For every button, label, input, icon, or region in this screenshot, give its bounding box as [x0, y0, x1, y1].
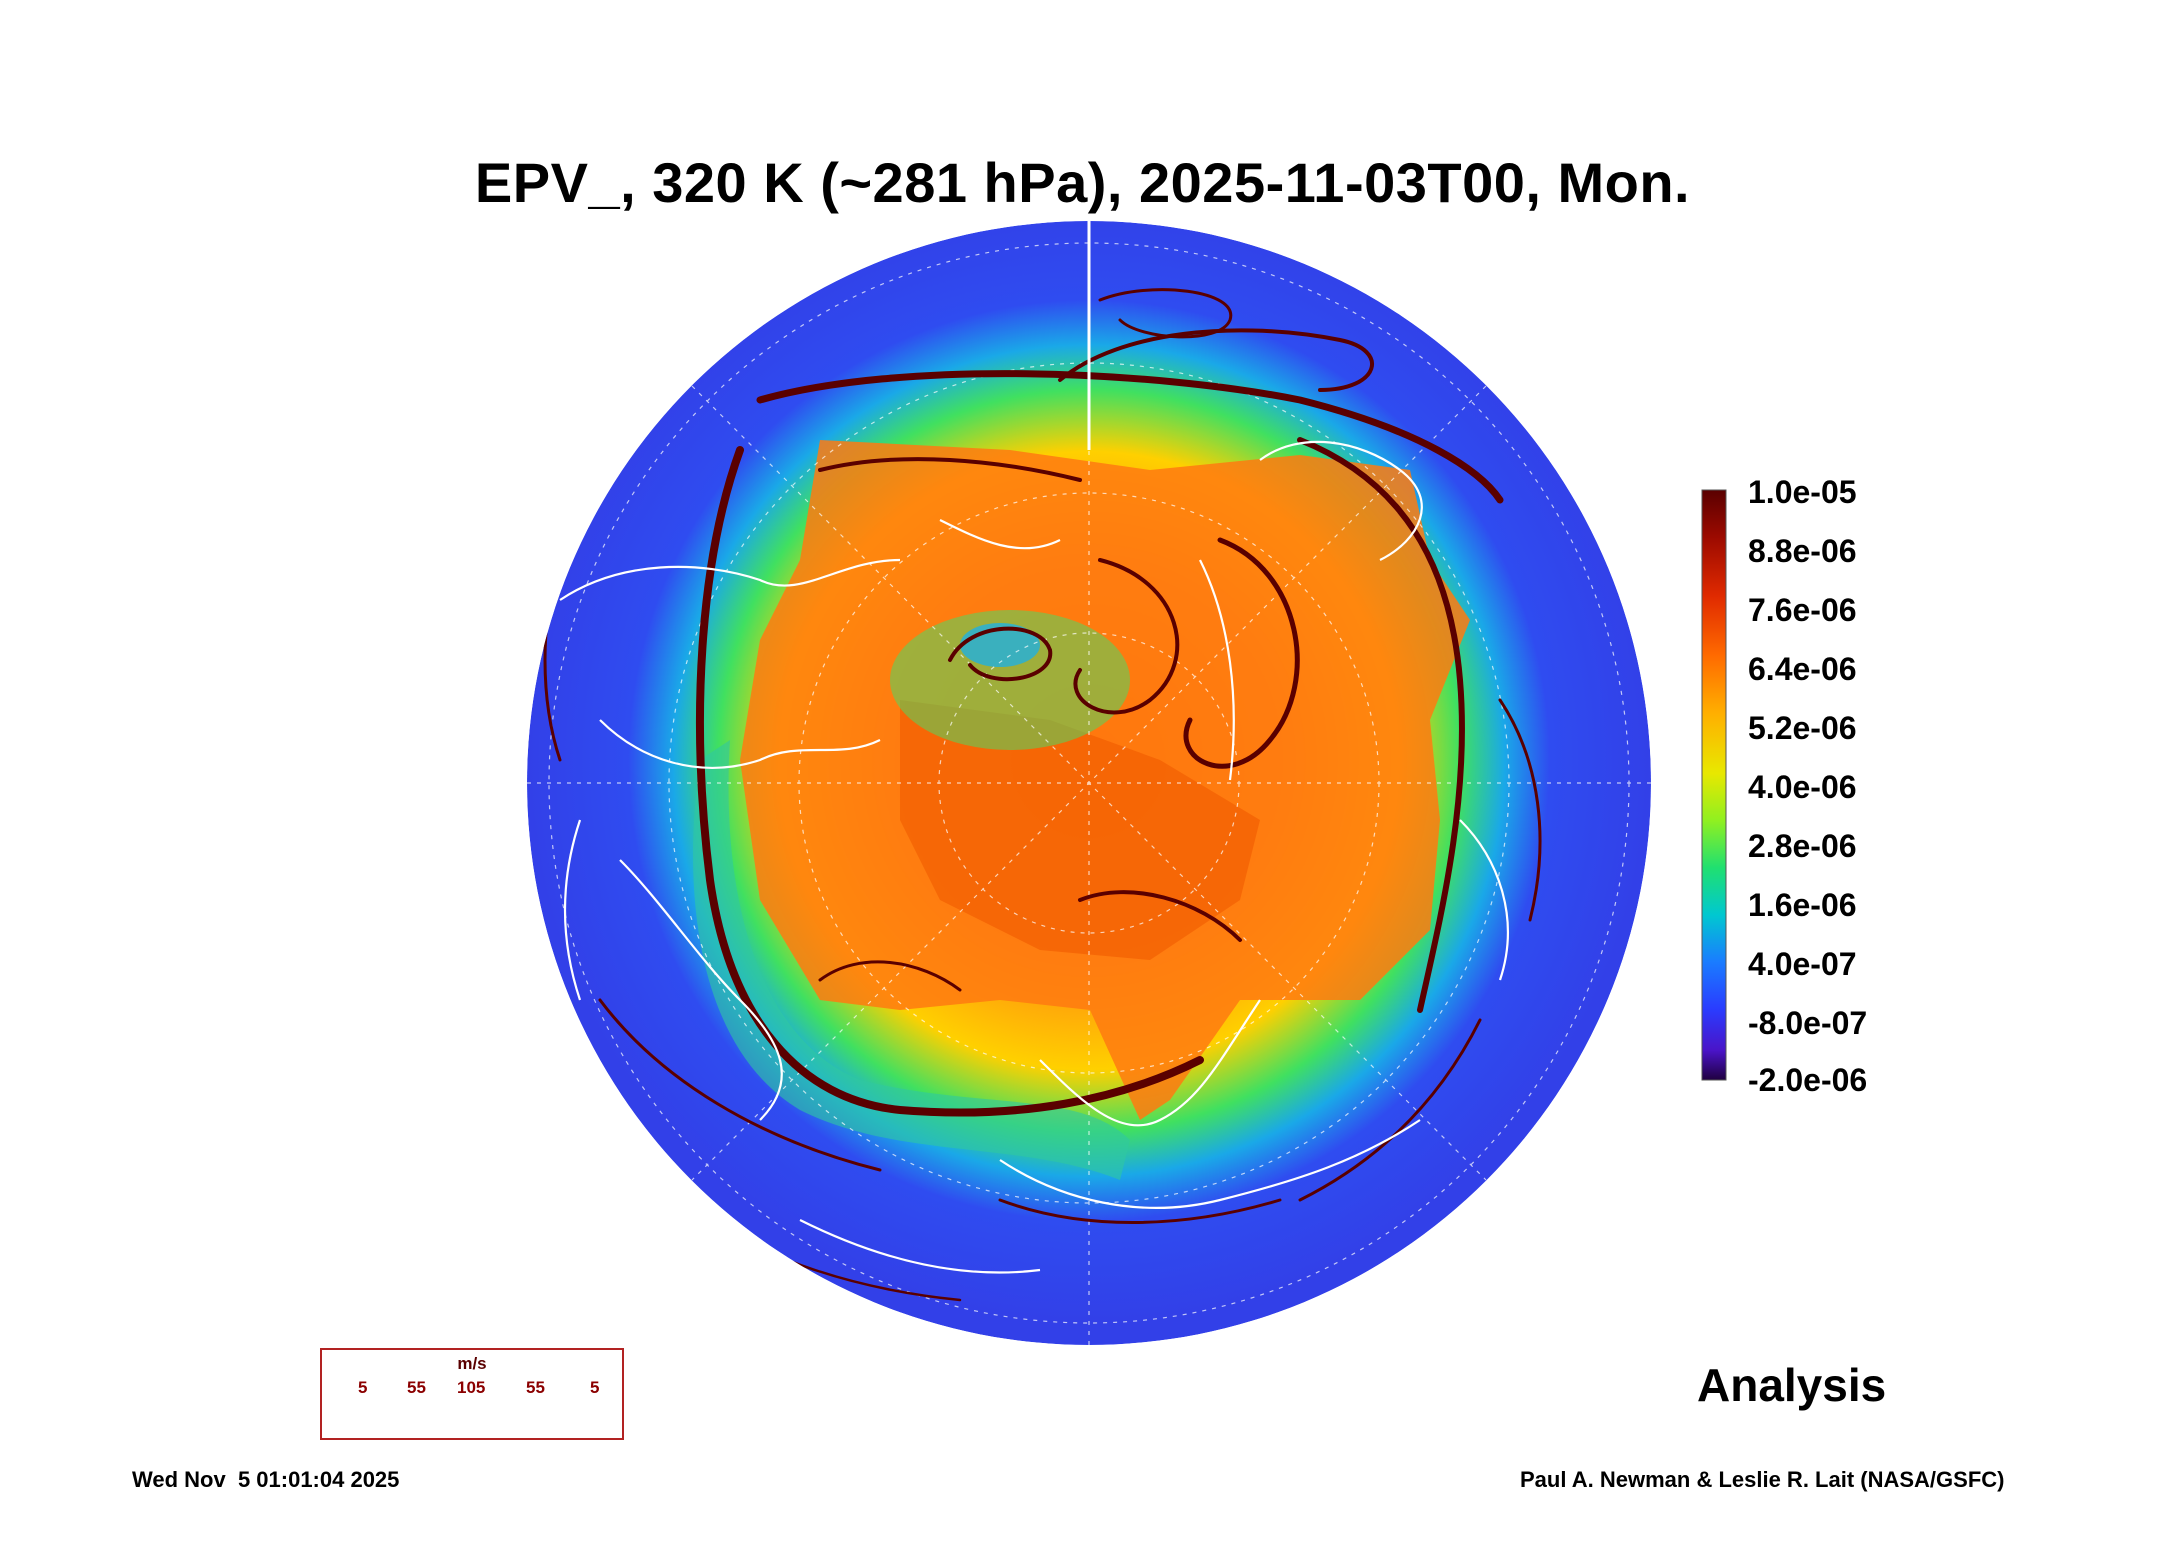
- colorbar-label: 7.6e-06: [1748, 592, 1857, 628]
- legend-value: 105: [457, 1378, 486, 1397]
- colorbar-label: -8.0e-07: [1748, 1005, 1868, 1041]
- colorbar-label: 5.2e-06: [1748, 710, 1857, 746]
- colorbar-label: 4.0e-07: [1748, 946, 1857, 982]
- wind-speed-legend: m/s 5 55 105 55 5: [320, 1348, 624, 1440]
- footer-timestamp: Wed Nov 5 01:01:04 2025: [132, 1467, 400, 1492]
- colorbar: [1701, 489, 1727, 1081]
- graticule: [527, 221, 1651, 1345]
- footer-credit: Paul A. Newman & Leslie R. Lait (NASA/GS…: [1520, 1467, 2005, 1492]
- globe: [527, 221, 1651, 1345]
- legend-value: 5: [358, 1378, 368, 1397]
- legend-unit: m/s: [457, 1354, 487, 1373]
- high-epv-core: [900, 700, 1260, 960]
- colorbar-label: 1.6e-06: [1748, 887, 1857, 923]
- colorbar-label: -2.0e-06: [1748, 1062, 1868, 1098]
- colorbar-label: 1.0e-05: [1748, 474, 1857, 510]
- analysis-label: Analysis: [1697, 1359, 1887, 1411]
- page-title: EPV_, 320 K (~281 hPa), 2025-11-03T00, M…: [474, 151, 1691, 214]
- colorbar-label: 4.0e-06: [1748, 769, 1857, 805]
- colorbar-label: 2.8e-06: [1748, 828, 1857, 864]
- legend-value: 55: [526, 1378, 545, 1397]
- coastlines: [559, 440, 1509, 1274]
- legend-value: 5: [590, 1378, 600, 1397]
- legend-value: 55: [407, 1378, 426, 1397]
- colorbar-label: 6.4e-06: [1748, 651, 1857, 687]
- colorbar-label: 8.8e-06: [1748, 533, 1857, 569]
